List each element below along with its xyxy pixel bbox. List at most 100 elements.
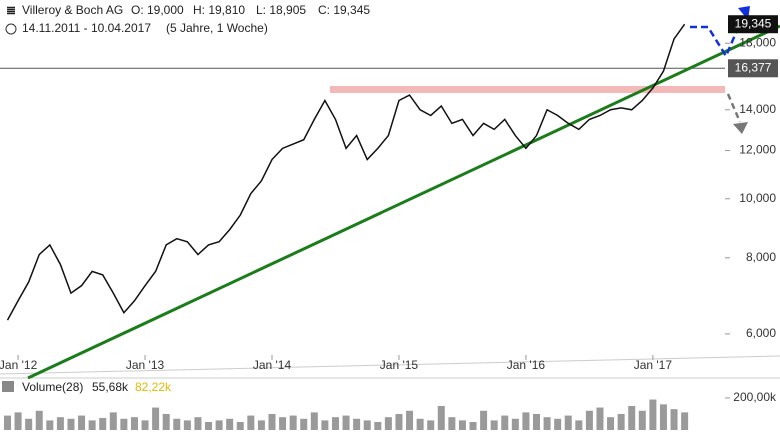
volume-icon (2, 381, 14, 392)
y-tick-label: 12,000 (739, 143, 776, 157)
volume-bar (554, 418, 562, 430)
volume-title: Volume(28) (22, 380, 83, 394)
volume-bar (120, 418, 128, 430)
volume-bar (14, 412, 22, 430)
arrow-head (733, 122, 748, 134)
volume-bar (56, 417, 64, 430)
volume-bar (279, 417, 287, 430)
volume-average: 82,22k (135, 380, 172, 394)
volume-bar (501, 415, 509, 430)
resistance-band (330, 86, 725, 93)
volume-bar (458, 420, 466, 430)
ohlc: O: 19,000 (131, 3, 184, 17)
ohlc: L: 18,905 (256, 3, 306, 17)
volume-bar (585, 410, 593, 430)
volume-bar (141, 420, 149, 430)
volume-bar (321, 420, 329, 430)
volume-bar (35, 410, 43, 430)
volume-bar (607, 417, 615, 430)
x-tick-label: Jan '17 (634, 358, 673, 372)
x-tick-label: Jan '14 (253, 358, 292, 372)
projection-up (690, 13, 746, 59)
volume-bar (289, 415, 297, 430)
volume-bar (469, 421, 477, 430)
axis-separator (0, 355, 780, 375)
volume-bar (490, 420, 498, 430)
volume-bar (67, 418, 75, 430)
volume-bar (437, 405, 445, 430)
volume-bar (575, 420, 583, 430)
volume-bar (416, 418, 424, 430)
volume-bar (617, 413, 625, 430)
volume-bar (183, 420, 191, 430)
volume-bar (628, 405, 636, 430)
last-value-box (728, 15, 778, 34)
icon: ≣ (6, 3, 16, 17)
ohlc: H: 19,810 (193, 3, 245, 17)
volume-bar (25, 418, 33, 430)
volume-bar (353, 418, 361, 430)
volume-bar (363, 420, 371, 430)
x-tick-label: Jan '16 (507, 358, 546, 372)
volume-bar (4, 415, 11, 430)
last-value-label: 19,345 (735, 16, 772, 30)
volume-bar (99, 417, 107, 430)
y-tick-label: 14,000 (739, 102, 776, 116)
volume-bar (205, 421, 213, 430)
volume-bar (638, 410, 646, 430)
clock-icon (5, 23, 17, 35)
volume-tick-label: 200,00k (733, 390, 777, 404)
volume-bar (543, 417, 551, 430)
price-line (6, 23, 686, 321)
ohlc: C: 19,345 (318, 3, 370, 17)
volume-bar (511, 418, 519, 430)
volume-bar (247, 415, 255, 430)
volume-bar (649, 399, 657, 430)
volume-value: 55,68k (92, 380, 129, 394)
volume-bar (173, 418, 181, 430)
volume-bar (257, 420, 265, 430)
period: (5 Jahre, 1 Woche) (166, 21, 268, 35)
y-tick-label: 10,000 (739, 191, 776, 205)
volume-bar (681, 412, 689, 430)
volume-bar (226, 418, 234, 430)
volume-bar (374, 421, 382, 430)
volume-bar (300, 418, 308, 430)
volume-bar (448, 417, 456, 430)
volume-bar (194, 417, 202, 430)
volume-bar (384, 417, 392, 430)
volume-bar (88, 420, 96, 430)
volume-bar (596, 407, 604, 430)
reference-label: 16,377 (735, 60, 772, 74)
reference-label-box (728, 59, 778, 78)
volume-bar (427, 420, 435, 430)
volume-bar (342, 415, 350, 430)
volume-bar (78, 415, 86, 430)
projection-down (726, 93, 742, 123)
y-tick-label: 18,000 (739, 35, 776, 49)
volume-bar (236, 421, 244, 430)
title: Villeroy & Boch AG (22, 3, 123, 17)
volume-bar (395, 413, 403, 430)
volume-bar (162, 413, 170, 430)
volume-bar (130, 417, 138, 430)
volume-bar (659, 404, 667, 430)
y-tick-label: 6,000 (746, 326, 776, 340)
volume-bar (109, 412, 117, 430)
x-tick-label: Jan '13 (126, 358, 165, 372)
volume-bar (331, 417, 339, 430)
y-tick-label: 8,000 (746, 250, 776, 264)
x-tick-label: Jan '15 (380, 358, 419, 372)
volume-bar (480, 410, 488, 430)
volume-bar (46, 420, 54, 430)
volume-bar (670, 409, 678, 430)
volume-bar (152, 407, 160, 430)
volume-bar (310, 412, 318, 430)
volume-bar (215, 420, 223, 430)
volume-bar (406, 410, 414, 430)
volume-bar (533, 413, 540, 430)
x-tick-label: Jan '12 (0, 358, 38, 372)
volume-bar (522, 412, 530, 430)
